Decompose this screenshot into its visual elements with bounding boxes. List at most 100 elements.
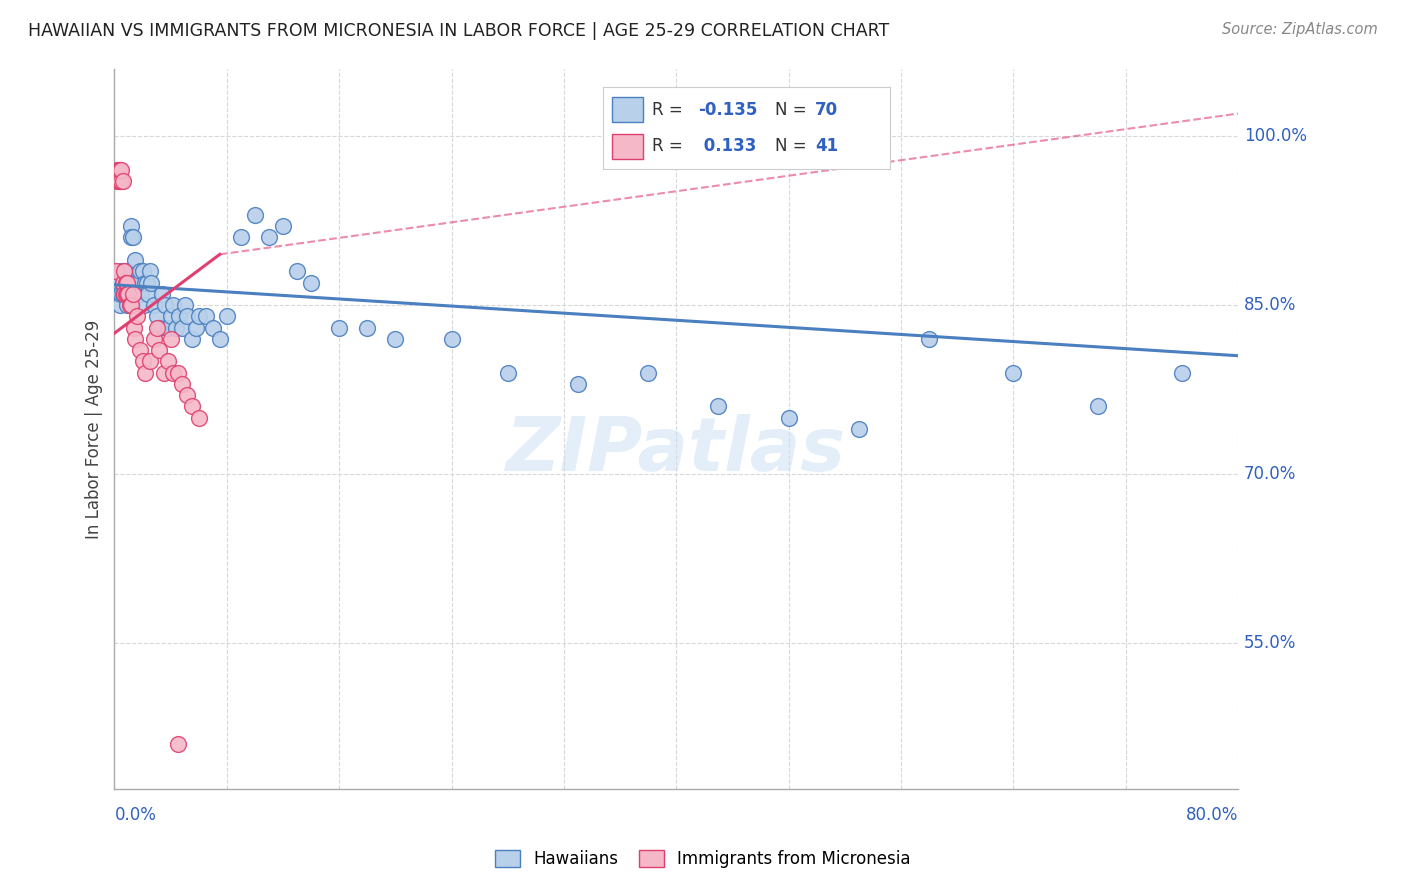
Text: 80.0%: 80.0%	[1185, 806, 1239, 824]
Point	[117, 286, 139, 301]
Point	[145, 310, 167, 324]
Point	[112, 286, 135, 301]
Point	[1087, 400, 1109, 414]
Point	[135, 276, 157, 290]
Point	[121, 286, 143, 301]
Point	[918, 332, 941, 346]
Point	[115, 276, 138, 290]
Point	[299, 276, 322, 290]
Point	[127, 286, 149, 301]
Point	[142, 298, 165, 312]
Point	[124, 252, 146, 267]
Point	[778, 410, 800, 425]
Point	[1171, 366, 1194, 380]
Point	[120, 230, 142, 244]
Point	[201, 320, 224, 334]
Point	[328, 320, 350, 334]
Point	[108, 162, 131, 177]
Point	[110, 286, 132, 301]
Point	[180, 332, 202, 346]
Point	[111, 276, 134, 290]
Point	[114, 276, 136, 290]
Point	[567, 376, 589, 391]
Point	[162, 298, 184, 312]
Point	[110, 162, 132, 177]
Point	[115, 286, 138, 301]
Point	[120, 219, 142, 234]
Point	[112, 264, 135, 278]
Point	[150, 286, 173, 301]
Point	[110, 174, 132, 188]
Point	[173, 298, 195, 312]
Text: 55.0%: 55.0%	[1244, 634, 1296, 652]
Point	[112, 264, 135, 278]
Point	[148, 320, 170, 334]
Point	[1002, 366, 1025, 380]
Point	[134, 366, 156, 380]
Point	[131, 264, 153, 278]
Point	[124, 332, 146, 346]
Point	[162, 366, 184, 380]
Point	[118, 298, 141, 312]
Point	[208, 332, 231, 346]
Point	[165, 320, 187, 334]
Point	[107, 286, 129, 301]
Point	[440, 332, 463, 346]
Text: Source: ZipAtlas.com: Source: ZipAtlas.com	[1222, 22, 1378, 37]
Point	[107, 162, 129, 177]
Point	[104, 264, 127, 278]
Point	[112, 276, 135, 290]
Point	[496, 366, 519, 380]
Point	[384, 332, 406, 346]
Point	[142, 332, 165, 346]
Point	[128, 343, 150, 357]
Point	[111, 276, 134, 290]
Point	[257, 230, 280, 244]
Point	[166, 366, 188, 380]
Point	[184, 320, 207, 334]
Point	[243, 208, 266, 222]
Point	[166, 737, 188, 751]
Point	[129, 286, 152, 301]
Point	[176, 310, 198, 324]
Text: 70.0%: 70.0%	[1244, 465, 1296, 483]
Point	[170, 376, 193, 391]
Point	[176, 388, 198, 402]
Point	[115, 264, 138, 278]
Text: 100.0%: 100.0%	[1244, 127, 1306, 145]
Point	[114, 276, 136, 290]
Point	[194, 310, 217, 324]
Point	[145, 320, 167, 334]
Point	[159, 310, 181, 324]
Point	[120, 298, 142, 312]
Point	[180, 400, 202, 414]
Point	[121, 230, 143, 244]
Point	[148, 343, 170, 357]
Point	[138, 264, 160, 278]
Legend: Hawaiians, Immigrants from Micronesia: Hawaiians, Immigrants from Micronesia	[489, 843, 917, 875]
Point	[128, 264, 150, 278]
Point	[159, 332, 181, 346]
Point	[153, 298, 176, 312]
Text: 85.0%: 85.0%	[1244, 296, 1296, 314]
Point	[131, 354, 153, 368]
Point	[167, 310, 190, 324]
Point	[138, 354, 160, 368]
Point	[356, 320, 378, 334]
Point	[187, 410, 209, 425]
Point	[108, 298, 131, 312]
Point	[110, 264, 132, 278]
Point	[132, 298, 155, 312]
Text: 0.0%: 0.0%	[114, 806, 156, 824]
Point	[105, 162, 128, 177]
Point	[108, 174, 131, 188]
Point	[707, 400, 730, 414]
Point	[105, 276, 128, 290]
Point	[134, 276, 156, 290]
Point	[114, 286, 136, 301]
Point	[637, 366, 659, 380]
Point	[122, 320, 145, 334]
Point	[285, 264, 308, 278]
Point	[136, 286, 159, 301]
Y-axis label: In Labor Force | Age 25-29: In Labor Force | Age 25-29	[86, 319, 103, 539]
